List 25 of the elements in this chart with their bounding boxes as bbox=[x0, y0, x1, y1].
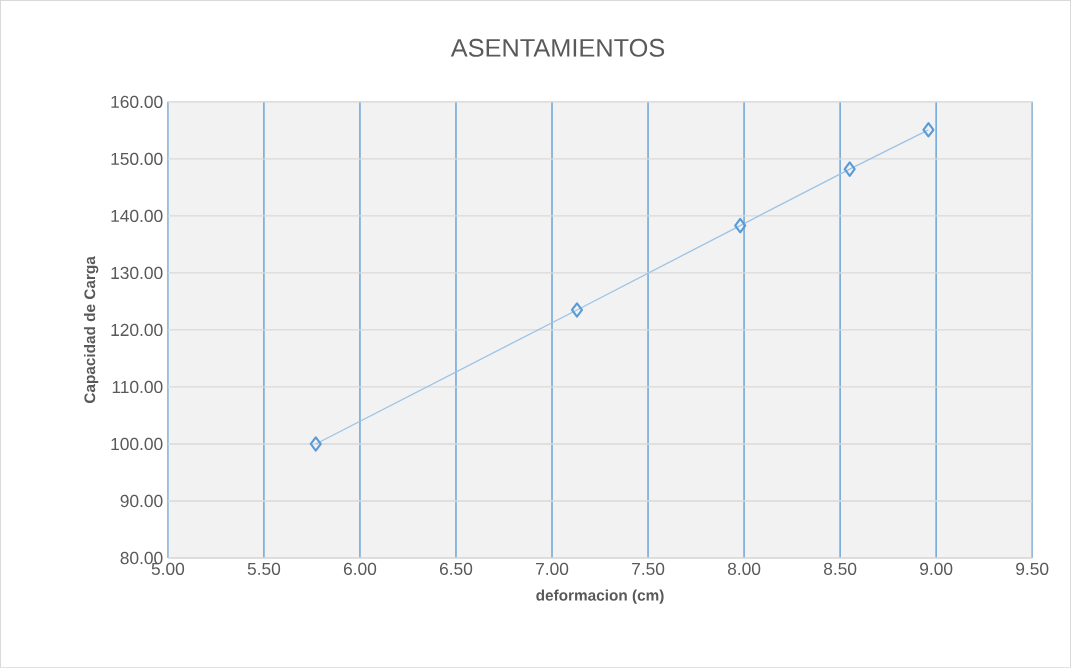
chart-title: ASENTAMIENTOS bbox=[450, 38, 665, 57]
x-tick-label: 6.50 bbox=[439, 562, 473, 576]
point bbox=[734, 217, 747, 234]
y-tick-label: 90.00 bbox=[120, 494, 163, 508]
y-tick-label: 110.00 bbox=[112, 380, 163, 394]
x-tick-label: 5.50 bbox=[247, 562, 281, 576]
y-tick-label: 150.00 bbox=[111, 152, 163, 166]
point bbox=[309, 436, 322, 452]
x-tick-label: 6.00 bbox=[343, 562, 377, 576]
y-tick-label: 140.00 bbox=[111, 209, 163, 223]
y-tick-label: 100.00 bbox=[111, 437, 163, 451]
point bbox=[570, 302, 584, 318]
y-tick-label: 120.00 bbox=[111, 323, 163, 337]
y-axis-title: Capacidad de Carga bbox=[83, 256, 99, 404]
point bbox=[843, 161, 856, 177]
x-tick-label: 9.00 bbox=[920, 562, 953, 576]
y-tick-label: 160.00 bbox=[111, 95, 163, 109]
x-tick-label: 7.00 bbox=[536, 562, 569, 576]
x-tick-label: 7.50 bbox=[632, 562, 665, 576]
y-tick-label: 130.00 bbox=[111, 266, 163, 280]
x-axis-title: deformacion (cm) bbox=[536, 589, 664, 604]
x-tick-label: 8.50 bbox=[823, 562, 857, 576]
point bbox=[922, 122, 935, 138]
x-tick-label: 9.50 bbox=[1016, 562, 1049, 576]
x-tick-label: 8.00 bbox=[727, 562, 761, 576]
